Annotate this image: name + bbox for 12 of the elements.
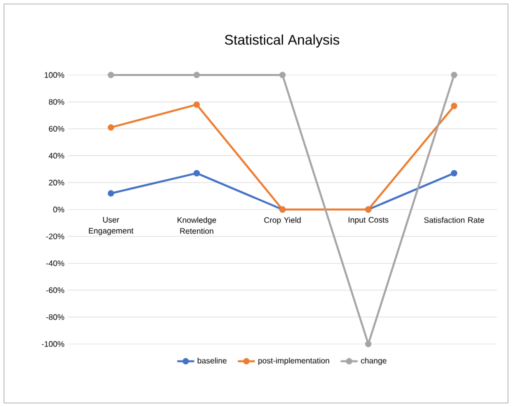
- point: [194, 101, 200, 108]
- point: [365, 340, 372, 348]
- chart-title: Statistical Analysis: [224, 34, 340, 48]
- point: [450, 72, 458, 78]
- point: [450, 102, 458, 110]
- point: [108, 72, 114, 78]
- point: [194, 72, 200, 78]
- point: [194, 170, 200, 176]
- point: [279, 72, 286, 78]
- point: [108, 124, 114, 131]
- point: [450, 170, 458, 176]
- point: [108, 190, 114, 197]
